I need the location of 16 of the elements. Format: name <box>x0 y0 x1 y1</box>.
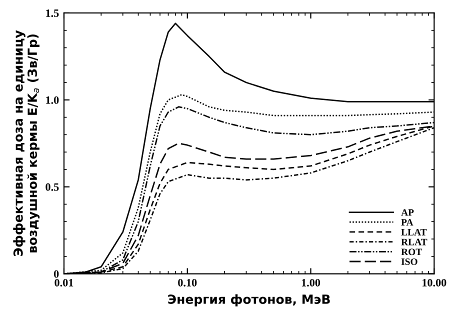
y-tick-label: 1.0 <box>46 96 59 104</box>
y-tick-label: 0 <box>54 270 59 278</box>
legend-label: LLAT <box>401 228 427 236</box>
x-tick-label: 1.00 <box>302 278 320 287</box>
x-tick-label: 0.10 <box>178 278 197 287</box>
legend-label: PA <box>401 219 414 226</box>
x-tick-label: 0.01 <box>54 278 74 287</box>
y-tick-label: 1.5 <box>46 9 59 17</box>
y-tick-label: 0.5 <box>46 183 59 191</box>
x-tick-label: 10.00 <box>422 278 446 287</box>
legend-label: ISO <box>401 258 418 265</box>
x-axis-title: Энергия фотонов, МэВ <box>168 294 330 306</box>
legend-label: AP <box>401 209 414 216</box>
y-axis-title: Эффективная доза на единицу воздушной кермы E/K$_{a}$ (Зв/Гр) <box>13 30 40 256</box>
legend-label: ROT <box>401 248 422 256</box>
legend-label: RLAT <box>401 238 428 246</box>
